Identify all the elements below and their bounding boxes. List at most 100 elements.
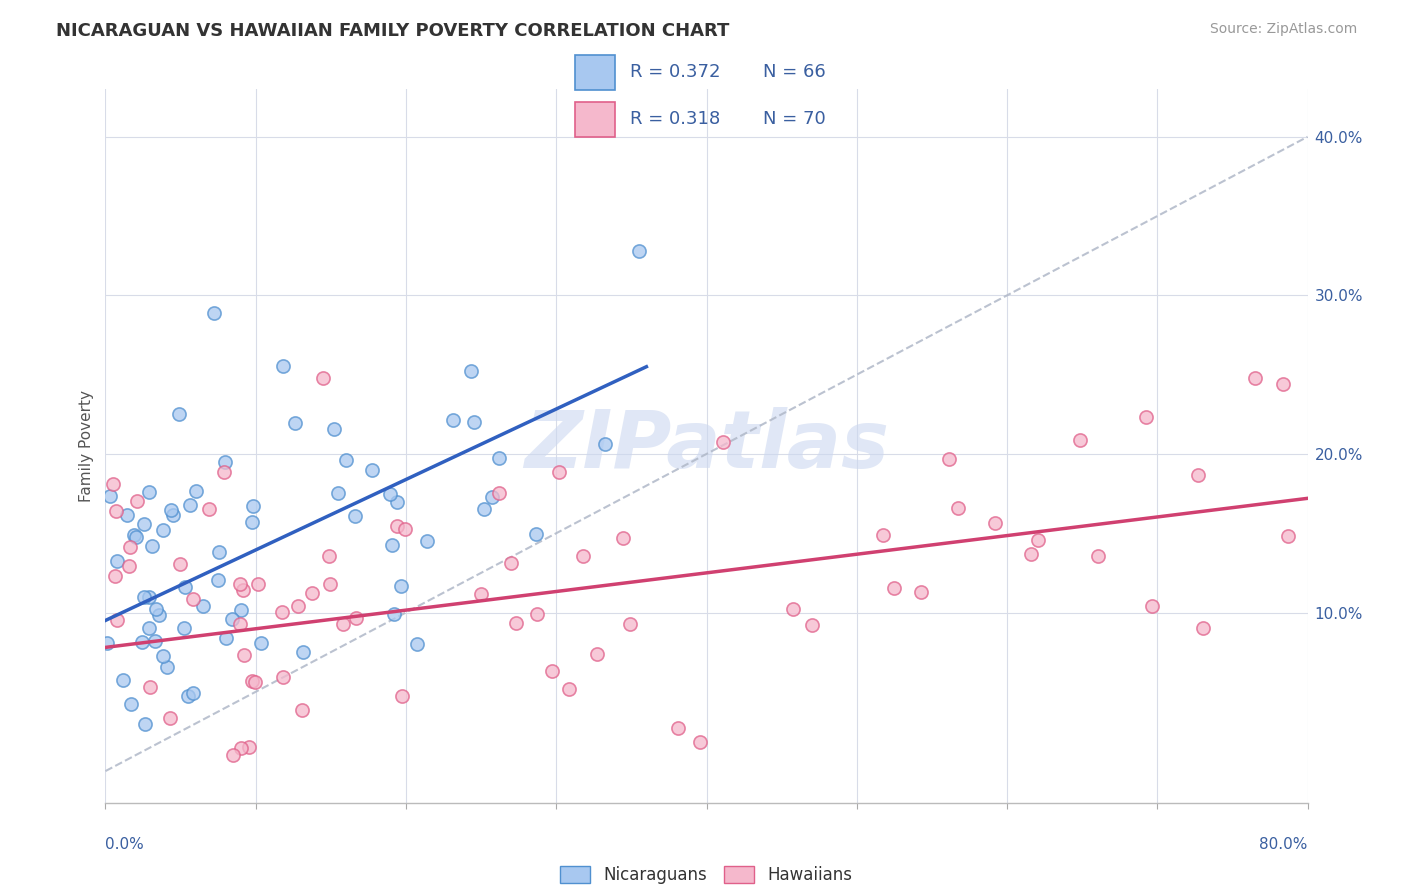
Point	[1191, 621, 1213, 635]
Point	[291, 703, 314, 717]
Point	[160, 503, 183, 517]
Point	[198, 501, 221, 516]
Text: Source: ZipAtlas.com: Source: ZipAtlas.com	[1209, 22, 1357, 37]
Point	[405, 636, 427, 650]
Point	[131, 635, 153, 649]
Point	[118, 558, 141, 573]
Point	[228, 617, 250, 632]
Point	[481, 490, 503, 504]
Point	[250, 636, 273, 650]
Point	[105, 613, 128, 627]
Point	[104, 568, 127, 582]
Point	[689, 735, 711, 749]
Point	[152, 649, 174, 664]
Point	[472, 502, 495, 516]
Text: ZIPatlas: ZIPatlas	[524, 407, 889, 485]
Point	[174, 580, 197, 594]
Point	[117, 508, 139, 523]
Point	[138, 621, 160, 635]
Point	[593, 437, 616, 451]
Point	[156, 660, 179, 674]
Point	[335, 453, 357, 467]
Point	[312, 371, 335, 385]
Point	[526, 607, 548, 621]
Point	[711, 435, 734, 450]
Point	[385, 519, 408, 533]
Y-axis label: Family Poverty: Family Poverty	[79, 390, 94, 502]
Point	[173, 621, 195, 635]
Point	[416, 534, 439, 549]
Point	[505, 615, 527, 630]
Point	[1135, 410, 1157, 425]
Point	[548, 465, 571, 479]
Point	[284, 416, 307, 430]
Point	[118, 540, 141, 554]
Point	[247, 577, 270, 591]
Point	[214, 455, 236, 469]
Point	[586, 647, 609, 661]
Point	[946, 500, 969, 515]
Point	[138, 485, 160, 500]
Point	[215, 631, 238, 645]
Point	[105, 554, 128, 568]
Point	[389, 579, 412, 593]
Point	[441, 413, 464, 427]
Point	[1140, 599, 1163, 613]
Text: R = 0.372: R = 0.372	[630, 63, 721, 81]
Point	[229, 741, 252, 756]
Point	[501, 556, 523, 570]
Point	[177, 689, 200, 703]
Point	[470, 587, 492, 601]
Point	[222, 748, 245, 763]
Point	[202, 306, 225, 320]
Point	[301, 585, 323, 599]
Point	[207, 573, 229, 587]
Point	[125, 530, 148, 544]
Point	[104, 503, 127, 517]
Point	[138, 591, 160, 605]
Point	[800, 618, 823, 632]
Point	[125, 494, 148, 508]
Point	[169, 557, 191, 571]
Point	[558, 682, 581, 697]
Point	[184, 483, 207, 498]
Point	[162, 508, 184, 522]
Point	[1277, 529, 1299, 543]
Point	[872, 528, 894, 542]
Point	[238, 740, 260, 755]
Point	[231, 603, 253, 617]
Point	[666, 721, 689, 735]
Point	[394, 522, 416, 536]
Point	[619, 617, 641, 632]
Point	[273, 359, 295, 373]
Point	[122, 528, 145, 542]
Point	[96, 636, 118, 650]
Point	[240, 673, 263, 688]
Point	[145, 602, 167, 616]
Point	[152, 523, 174, 537]
Point	[460, 364, 482, 378]
Point	[121, 697, 143, 711]
Text: 0.0%: 0.0%	[105, 837, 145, 852]
Point	[382, 607, 405, 622]
Text: N = 66: N = 66	[763, 63, 827, 81]
Point	[240, 516, 263, 530]
Point	[332, 616, 354, 631]
Point	[1069, 433, 1091, 447]
Point	[488, 450, 510, 465]
Point	[143, 634, 166, 648]
Point	[344, 509, 367, 524]
Point	[181, 592, 204, 607]
Legend: Nicaraguans, Hawaiians: Nicaraguans, Hawaiians	[554, 859, 859, 891]
Point	[183, 686, 205, 700]
Point	[1019, 547, 1042, 561]
Point	[361, 463, 384, 477]
Text: 80.0%: 80.0%	[1260, 837, 1308, 852]
Point	[138, 680, 160, 694]
FancyBboxPatch shape	[575, 55, 614, 90]
FancyBboxPatch shape	[575, 102, 614, 137]
Point	[141, 539, 163, 553]
Point	[526, 526, 548, 541]
Point	[1187, 468, 1209, 483]
Point	[179, 498, 201, 512]
